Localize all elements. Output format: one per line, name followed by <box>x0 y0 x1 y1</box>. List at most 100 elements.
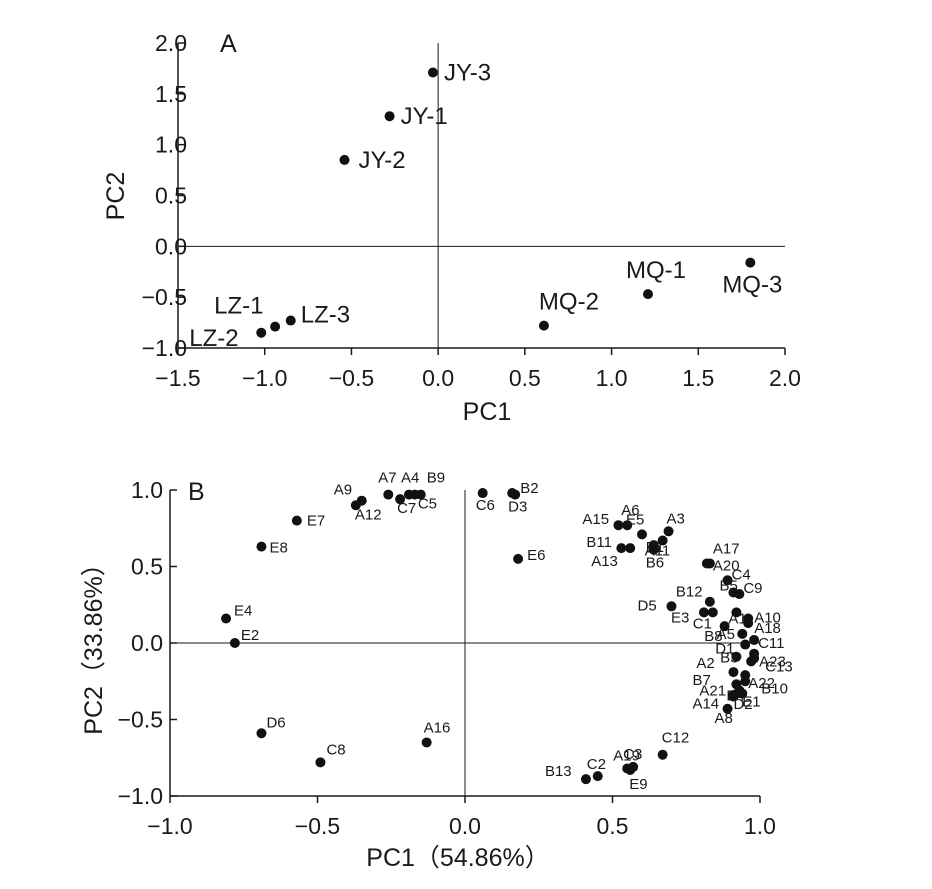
point-label: MQ-1 <box>626 257 686 284</box>
point-label: JY-2 <box>358 147 405 174</box>
data-point <box>221 613 232 624</box>
data-point <box>625 764 636 775</box>
point-label: D6 <box>266 714 285 731</box>
point-label: A12 <box>355 506 382 523</box>
point-label: LZ-2 <box>189 325 238 352</box>
data-point <box>395 494 406 505</box>
point-label: A20 <box>713 557 740 574</box>
point-label: B6 <box>646 555 664 572</box>
data-point <box>740 676 751 687</box>
point-label: A22 <box>748 675 775 692</box>
data-point <box>580 774 591 785</box>
point-label: D3 <box>508 499 527 516</box>
x-tick-label: −0.5 <box>295 813 340 839</box>
x-tick-label: 0.0 <box>422 365 454 391</box>
point-label: A2 <box>696 655 714 672</box>
point-label: B11 <box>586 534 612 551</box>
point-label: E8 <box>269 540 287 557</box>
data-point <box>737 628 748 639</box>
data-point <box>737 688 748 699</box>
point-label: B5 <box>719 578 737 595</box>
point-label: A8 <box>715 710 733 727</box>
point-label: C13 <box>765 658 793 675</box>
y-tick-label: 0.0 <box>155 233 187 259</box>
point-label: C5 <box>418 496 437 513</box>
point-label: A4 <box>401 470 419 487</box>
point-label: A23 <box>759 653 786 670</box>
data-point <box>350 500 361 511</box>
point-label: C8 <box>326 741 345 758</box>
data-point <box>731 607 742 618</box>
point-label: C4 <box>732 566 751 583</box>
data-point <box>291 515 302 526</box>
data-point <box>657 749 668 760</box>
data-point <box>704 596 715 607</box>
data-point <box>339 154 350 165</box>
data-point <box>477 488 488 499</box>
data-point <box>642 289 653 300</box>
x-tick-label: 0.5 <box>597 813 629 839</box>
point-label: B7 <box>692 672 710 689</box>
data-point <box>538 320 549 331</box>
panel-b-scatter: −1.0 −0.5 0.0 0.5 1.0 1.0 0.5 0.0 −0.5 −1.0 PC1（54… <box>80 470 793 872</box>
point-label: D1 <box>715 641 734 658</box>
y-tick-label: −1.0 <box>118 783 163 809</box>
x-tick-label: −1.5 <box>155 365 200 391</box>
data-point <box>285 315 296 326</box>
point-label: E7 <box>307 513 325 530</box>
y-tick-label: −0.5 <box>142 284 187 310</box>
data-point <box>731 651 742 662</box>
panel-letter: B <box>188 478 205 506</box>
y-axis-title: PC2 <box>102 172 130 221</box>
y-tick-label: 1.5 <box>155 81 187 107</box>
data-point <box>592 771 603 782</box>
point-label: LZ-1 <box>214 293 263 320</box>
data-point <box>513 553 524 564</box>
point-label: A10 <box>754 610 781 627</box>
point-label: A15 <box>582 511 609 528</box>
point-label: E2 <box>241 627 259 644</box>
point-label: B13 <box>545 763 572 780</box>
data-point <box>749 634 760 645</box>
point-label: A7 <box>378 470 396 487</box>
data-point <box>663 526 674 537</box>
point-label: B8 <box>704 628 722 645</box>
data-point <box>722 575 733 586</box>
point-label: C3 <box>623 746 642 763</box>
data-point <box>648 544 659 555</box>
x-tick-label: 1.5 <box>682 365 714 391</box>
data-point <box>616 543 627 554</box>
point-label: D5 <box>638 597 657 614</box>
x-tick-label: 1.0 <box>596 365 628 391</box>
data-point <box>622 520 633 531</box>
data-point <box>666 601 677 612</box>
data-point <box>384 111 395 122</box>
point-label: C2 <box>587 756 606 773</box>
point-label: C6 <box>476 497 495 514</box>
point-label: E4 <box>234 603 252 620</box>
point-label: A18 <box>754 620 781 637</box>
data-point <box>698 607 709 618</box>
data-point <box>625 543 636 554</box>
y-tick-label: 0.5 <box>155 183 187 209</box>
data-point <box>256 327 267 338</box>
x-tick-label: −1.0 <box>147 813 192 839</box>
data-point <box>409 489 420 500</box>
panel-a-scatter: −1.5 −1.0 −0.5 0.0 0.5 1.0 1.5 2.0 2.0 1.5 1.0 0.5 0… <box>102 30 801 426</box>
y-tick-label: 2.0 <box>155 30 187 56</box>
x-axis-title: PC1（54.86%） <box>366 844 549 872</box>
point-label: E5 <box>626 511 644 528</box>
point-label: LZ-3 <box>301 302 350 329</box>
data-point <box>510 489 521 500</box>
point-label: MQ-3 <box>722 272 782 299</box>
data-point <box>256 541 267 552</box>
data-point <box>421 737 432 748</box>
x-tick-label: 1.0 <box>744 813 776 839</box>
y-tick-label: 1.0 <box>131 477 163 503</box>
x-tick-label: 0.5 <box>509 365 541 391</box>
point-label: C11 <box>758 635 784 652</box>
data-point <box>719 621 730 632</box>
point-label: E9 <box>629 776 647 793</box>
point-label: E6 <box>527 547 545 564</box>
point-label: C7 <box>397 500 416 517</box>
